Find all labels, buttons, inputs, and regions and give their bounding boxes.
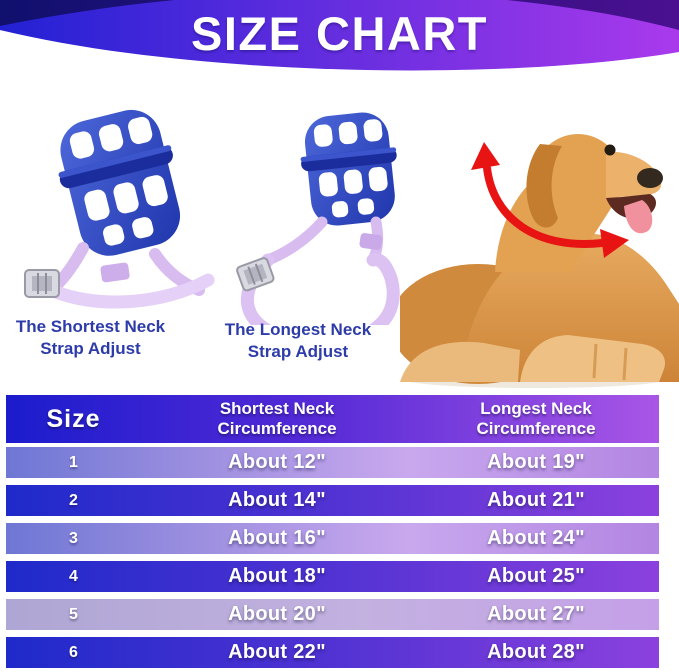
table-row: 6 About 22" About 28" [6, 637, 659, 668]
column-header-size: Size [46, 404, 101, 433]
product-images-section: The Shortest Neck Strap Adjust The Longe… [0, 92, 679, 395]
table-row: 3 About 16" About 24" [6, 523, 659, 554]
longest-circumference-value: About 19" [487, 451, 585, 473]
dog-neck-measurement-image [390, 92, 679, 392]
caption-shortest-strap: The Shortest Neck Strap Adjust [8, 316, 173, 360]
longest-circumference-value: About 21" [487, 489, 585, 511]
size-value: 1 [69, 453, 78, 471]
strap-buckle [24, 269, 60, 298]
strap-buckle [236, 257, 275, 292]
longest-circumference-value: About 27" [487, 603, 585, 625]
page-title: SIZE CHART [191, 7, 488, 60]
muzzle-shortest-strap-image [15, 106, 215, 321]
table-row: 2 About 14" About 21" [6, 485, 659, 516]
banner: SIZE CHART [0, 0, 679, 92]
caption-line: Strap Adjust [247, 342, 349, 362]
table-header-row: Size Shortest Neck Circumference Longest… [6, 395, 659, 443]
table-row: 4 About 18" About 25" [6, 561, 659, 592]
table-body: 1 About 12" About 19" 2 About 14" About … [6, 443, 659, 668]
muzzle-longest-strap-image [210, 110, 420, 349]
size-value: 2 [69, 491, 78, 509]
size-value: 3 [69, 529, 78, 547]
banner-ribbon-graphic [0, 0, 679, 71]
column-header-longest: Longest Neck Circumference [476, 399, 596, 438]
size-value: 6 [69, 643, 78, 661]
caption-line: The Longest Neck [224, 320, 372, 339]
size-table: Size Shortest Neck Circumference Longest… [6, 395, 659, 668]
longest-circumference-value: About 28" [487, 641, 585, 663]
caption-line: The Shortest Neck [15, 317, 166, 336]
column-header-shortest: Shortest Neck Circumference [217, 399, 337, 438]
longest-circumference-value: About 25" [487, 565, 585, 587]
shortest-circumference-value: About 20" [228, 603, 326, 625]
shortest-circumference-value: About 14" [228, 489, 326, 511]
shortest-circumference-value: About 18" [228, 565, 326, 587]
table-row: 5 About 20" About 27" [6, 599, 659, 630]
caption-longest-strap: The Longest Neck Strap Adjust [203, 319, 393, 363]
longest-circumference-value: About 24" [487, 527, 585, 549]
shortest-circumference-value: About 12" [228, 451, 326, 473]
caption-line: Strap Adjust [40, 339, 141, 359]
size-value: 5 [69, 605, 78, 623]
table-row: 1 About 12" About 19" [6, 447, 659, 478]
shortest-circumference-value: About 22" [228, 641, 326, 663]
size-value: 4 [69, 567, 78, 585]
shortest-circumference-value: About 16" [228, 527, 326, 549]
neck-measure-arrow-icon [471, 142, 629, 258]
